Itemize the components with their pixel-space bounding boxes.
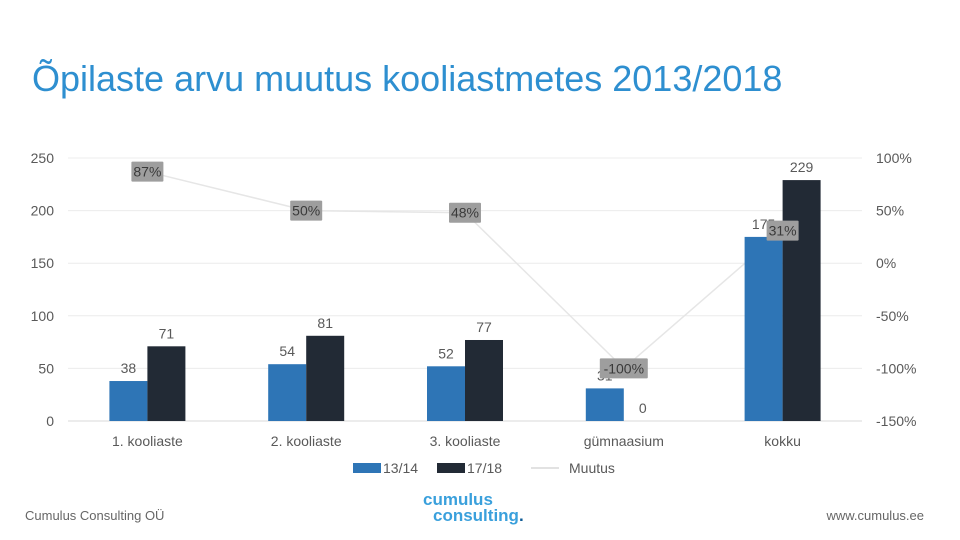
line-data-label: 48%	[451, 205, 479, 221]
line-data-label: 87%	[133, 164, 161, 180]
y-right-tick-label: 50%	[876, 203, 904, 219]
bar-value-label: 229	[790, 159, 814, 175]
x-tick-label: kokku	[764, 433, 801, 449]
y-left-tick-label: 50	[38, 360, 54, 376]
y-right-tick-label: -150%	[876, 413, 916, 429]
bar-line-chart: 0 50 100 150 200 250 -150% -100% -50% 0% 50% 100% 38…	[31, 150, 917, 476]
y-left-tick-label: 200	[31, 203, 55, 219]
y-right-tick-label: -50%	[876, 308, 909, 324]
legend-label: 17/18	[467, 460, 502, 476]
bar-17-18	[465, 339, 503, 421]
x-tick-label: 2. kooliaste	[271, 433, 342, 449]
legend-swatch	[437, 463, 465, 473]
bar-17-18	[147, 346, 186, 421]
bar-13-14	[585, 388, 624, 421]
bar-13-14	[744, 236, 783, 421]
footer-website[interactable]: www.cumulus.ee	[826, 508, 924, 523]
logo-line1: cumulus	[423, 490, 493, 509]
logo-line2: consulting	[433, 506, 519, 525]
y-right-tick-label: 100%	[876, 150, 912, 166]
y-left-tick-label: 100	[31, 308, 55, 324]
legend-swatch	[353, 463, 381, 473]
bar-value-label: 38	[121, 360, 137, 376]
logo-dot: .	[518, 506, 524, 525]
y-right-tick-label: 0%	[876, 255, 896, 271]
series-line-muutus	[147, 170, 784, 370]
line-label-box	[449, 202, 481, 223]
legend-label: 13/14	[383, 460, 418, 476]
bar-value-label: 71	[159, 325, 175, 341]
bar-13-14	[268, 364, 307, 421]
bar-value-label: 81	[317, 315, 333, 331]
x-tick-label: 3. kooliaste	[430, 433, 501, 449]
line-label-box	[290, 200, 323, 221]
y-right-tick-label: -100%	[876, 360, 916, 376]
line-label-box	[599, 358, 648, 379]
bar-13-14	[427, 366, 465, 421]
bar-value-label: 0	[639, 400, 647, 416]
line-data-label: 31%	[769, 223, 797, 239]
legend-label: Muutus	[569, 460, 615, 476]
bar-value-label: 54	[279, 343, 295, 359]
x-tick-label: gümnaasium	[584, 433, 664, 449]
bar-value-label: 52	[438, 345, 454, 361]
x-tick-label: 1. kooliaste	[112, 433, 183, 449]
line-data-label: -100%	[604, 360, 644, 376]
y-left-tick-label: 250	[31, 150, 55, 166]
line-label-box	[131, 161, 164, 182]
line-label-box	[766, 220, 799, 241]
y-left-tick-label: 150	[31, 255, 55, 271]
line-data-label: 50%	[292, 203, 320, 219]
y-left-tick-label: 0	[46, 413, 54, 429]
bar-17-18	[782, 180, 821, 421]
page-title: Õpilaste arvu muutus kooliastmetes 2013/…	[32, 58, 783, 99]
bar-17-18	[306, 335, 345, 421]
cumulus-logo: cumulus consulting.	[423, 490, 524, 525]
footer-company: Cumulus Consulting OÜ	[25, 508, 165, 523]
bar-13-14	[109, 381, 148, 421]
bar-value-label: 77	[476, 319, 492, 335]
